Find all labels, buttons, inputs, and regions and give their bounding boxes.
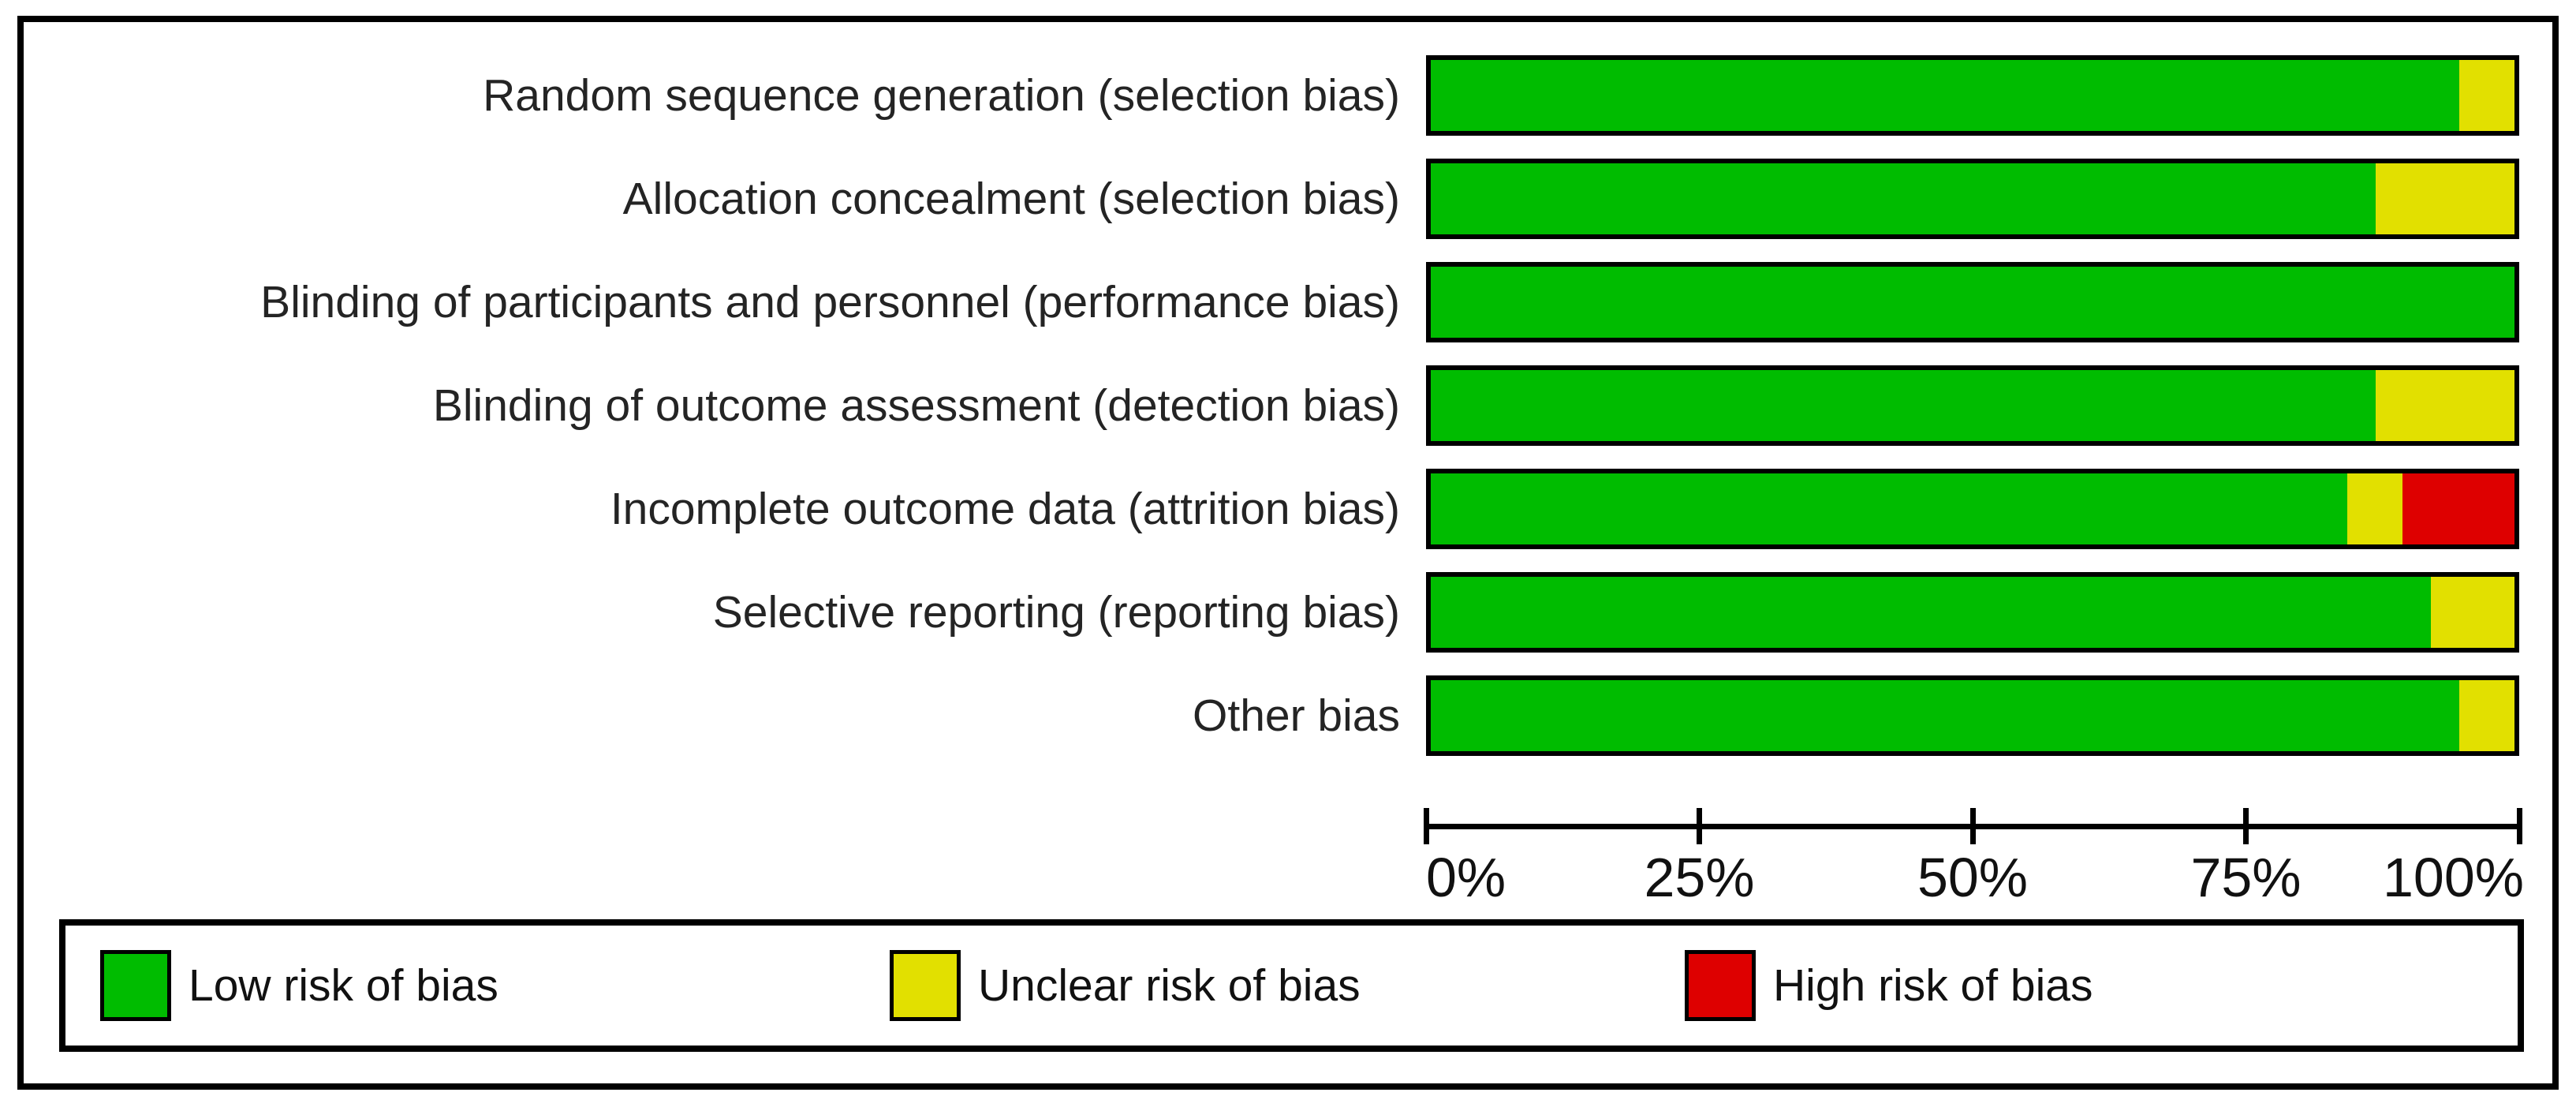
- bias-row: Other bias: [0, 675, 2576, 756]
- segment-low-risk: [1431, 267, 2514, 338]
- x-axis-tick: [1697, 808, 1702, 844]
- stacked-bar: [1426, 675, 2519, 756]
- stacked-bar: [1426, 159, 2519, 239]
- x-axis-tick: [2243, 808, 2249, 844]
- figure-border: [17, 16, 2559, 1090]
- segment-low-risk: [1431, 370, 2376, 441]
- category-label: Allocation concealment (selection bias): [622, 174, 1400, 224]
- x-axis-tick: [1423, 808, 1429, 844]
- legend-label: High risk of bias: [1773, 960, 2093, 1011]
- segment-unclear-risk: [2458, 680, 2514, 751]
- x-axis-tick-label: 25%: [1644, 847, 1755, 908]
- bias-row: Allocation concealment (selection bias): [0, 159, 2576, 239]
- stacked-bar: [1426, 572, 2519, 653]
- category-label: Selective reporting (reporting bias): [712, 587, 1400, 638]
- segment-low-risk: [1431, 60, 2459, 131]
- segment-low-risk: [1431, 577, 2432, 648]
- high-risk-swatch: [1685, 950, 1756, 1021]
- bias-row: Blinding of participants and personnel (…: [0, 262, 2576, 342]
- bias-row: Blinding of outcome assessment (detectio…: [0, 365, 2576, 446]
- x-axis-tick: [2516, 808, 2522, 844]
- legend: Low risk of bias Unclear risk of bias High…: [59, 919, 2524, 1052]
- stacked-bar: [1426, 262, 2519, 342]
- bias-row: Incomplete outcome data (attrition bias): [0, 469, 2576, 549]
- stacked-bar: [1426, 469, 2519, 549]
- segment-unclear-risk: [2376, 163, 2514, 234]
- bias-row: Selective reporting (reporting bias): [0, 572, 2576, 653]
- stacked-bar: [1426, 55, 2519, 136]
- legend-entry-low-risk: Low risk of bias: [100, 948, 498, 1023]
- segment-low-risk: [1431, 163, 2376, 234]
- category-label: Blinding of participants and personnel (…: [260, 277, 1400, 327]
- unclear-risk-swatch: [890, 950, 961, 1021]
- category-label: Random sequence generation (selection bi…: [483, 70, 1400, 121]
- legend-entry-unclear-risk: Unclear risk of bias: [890, 948, 1361, 1023]
- category-label: Incomplete outcome data (attrition bias): [610, 484, 1400, 534]
- segment-low-risk: [1431, 680, 2459, 751]
- stacked-bar: [1426, 365, 2519, 446]
- x-axis-tick-label: 100%: [2382, 847, 2524, 908]
- segment-unclear-risk: [2458, 60, 2514, 131]
- low-risk-swatch: [100, 950, 171, 1021]
- segment-unclear-risk: [2347, 473, 2403, 544]
- category-label: Blinding of outcome assessment (detectio…: [432, 380, 1400, 431]
- legend-label: Unclear risk of bias: [978, 960, 1361, 1011]
- segment-unclear-risk: [2376, 370, 2514, 441]
- legend-label: Low risk of bias: [189, 960, 498, 1011]
- x-axis-tick: [1969, 808, 1976, 844]
- segment-low-risk: [1431, 473, 2348, 544]
- x-axis-tick-label: 0%: [1426, 847, 1506, 908]
- x-axis-tick-label: 75%: [2190, 847, 2302, 908]
- x-axis-tick-label: 50%: [1917, 847, 2029, 908]
- legend-entry-high-risk: High risk of bias: [1685, 948, 2093, 1023]
- segment-high-risk: [2402, 473, 2514, 544]
- segment-unclear-risk: [2431, 577, 2514, 648]
- category-label: Other bias: [1193, 690, 1400, 741]
- bias-row: Random sequence generation (selection bi…: [0, 55, 2576, 136]
